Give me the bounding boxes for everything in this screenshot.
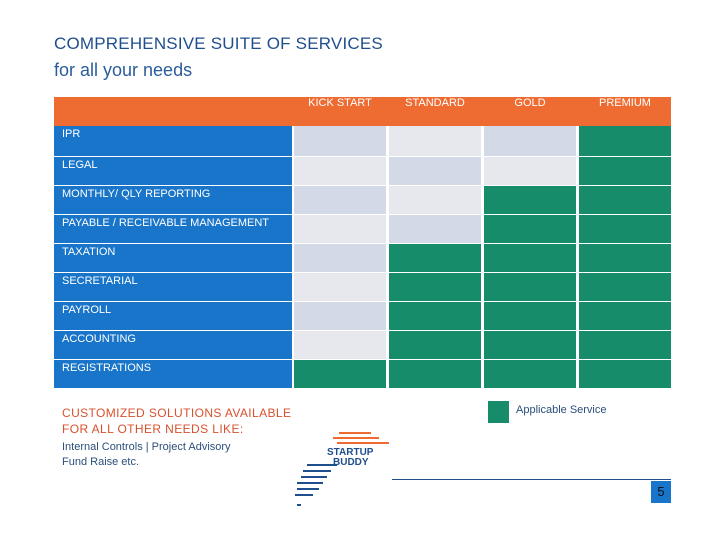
cell-not-applicable [389,126,481,156]
row-label: PAYROLL [54,302,292,330]
cell-not-applicable [389,186,481,214]
cell-applicable [389,360,481,388]
page-subtitle: for all your needs [54,60,193,80]
cell-not-applicable [389,215,481,243]
cell-applicable [484,302,576,330]
cell-not-applicable [294,244,386,272]
cell-applicable [579,273,671,301]
legend-label: Applicable Service [516,404,607,416]
cell-not-applicable [294,302,386,330]
cell-applicable [579,331,671,359]
legend-swatch [488,401,509,423]
row-label: IPR [54,126,292,156]
column-header-kick-start: KICK START [308,97,372,109]
custom-solutions-heading-line1: CUSTOMIZED SOLUTIONS AVAILABLE [62,406,292,420]
cell-not-applicable [294,273,386,301]
custom-solutions-heading-line2: FOR ALL OTHER NEEDS LIKE: [62,422,244,436]
custom-solutions-examples-line1: Internal Controls | Project Advisory [62,441,231,453]
cell-applicable [579,360,671,388]
custom-solutions-examples-line2: Fund Raise etc. [62,456,140,468]
cell-not-applicable [294,215,386,243]
cell-applicable [389,302,481,330]
cell-applicable [484,215,576,243]
logo-text-line1: STARTUP [327,447,374,458]
column-header-standard: STANDARD [405,97,465,109]
cell-applicable [389,331,481,359]
table-header-bar [54,97,671,126]
column-header-premium: PREMIUM [599,97,651,109]
column-header-gold: GOLD [514,97,546,109]
row-label: ACCOUNTING [54,331,292,359]
cell-applicable [389,244,481,272]
cell-applicable [579,126,671,156]
cell-not-applicable [294,331,386,359]
cell-applicable [579,244,671,272]
cell-not-applicable [294,126,386,156]
row-label: MONTHLY/ QLY REPORTING [54,186,292,214]
cell-applicable [579,302,671,330]
footer-divider [392,479,671,480]
cell-applicable [484,360,576,388]
row-label: LEGAL [54,157,292,185]
cell-not-applicable [484,126,576,156]
page-number: 5 [651,481,671,503]
cell-applicable [484,244,576,272]
logo-text-line2: BUDDY [333,457,369,468]
custom-solutions-heading: CUSTOMIZED SOLUTIONS AVAILABLE FOR ALL O… [62,405,291,437]
custom-solutions-examples: Internal Controls | Project Advisory Fun… [62,440,231,470]
cell-applicable [579,215,671,243]
cell-applicable [484,273,576,301]
cell-not-applicable [484,157,576,185]
page-title: COMPREHENSIVE SUITE OF SERVICES [54,34,383,53]
cell-applicable [389,273,481,301]
cell-applicable [294,360,386,388]
cell-applicable [484,331,576,359]
cell-not-applicable [389,157,481,185]
row-label: REGISTRATIONS [54,360,292,388]
row-label: SECRETARIAL [54,273,292,301]
row-label: PAYABLE / RECEIVABLE MANAGEMENT [54,215,292,243]
cell-not-applicable [294,157,386,185]
cell-applicable [579,157,671,185]
cell-applicable [579,186,671,214]
startup-buddy-logo: STARTUP BUDDY [295,432,389,506]
cell-applicable [484,186,576,214]
cell-not-applicable [294,186,386,214]
row-label: TAXATION [54,244,292,272]
